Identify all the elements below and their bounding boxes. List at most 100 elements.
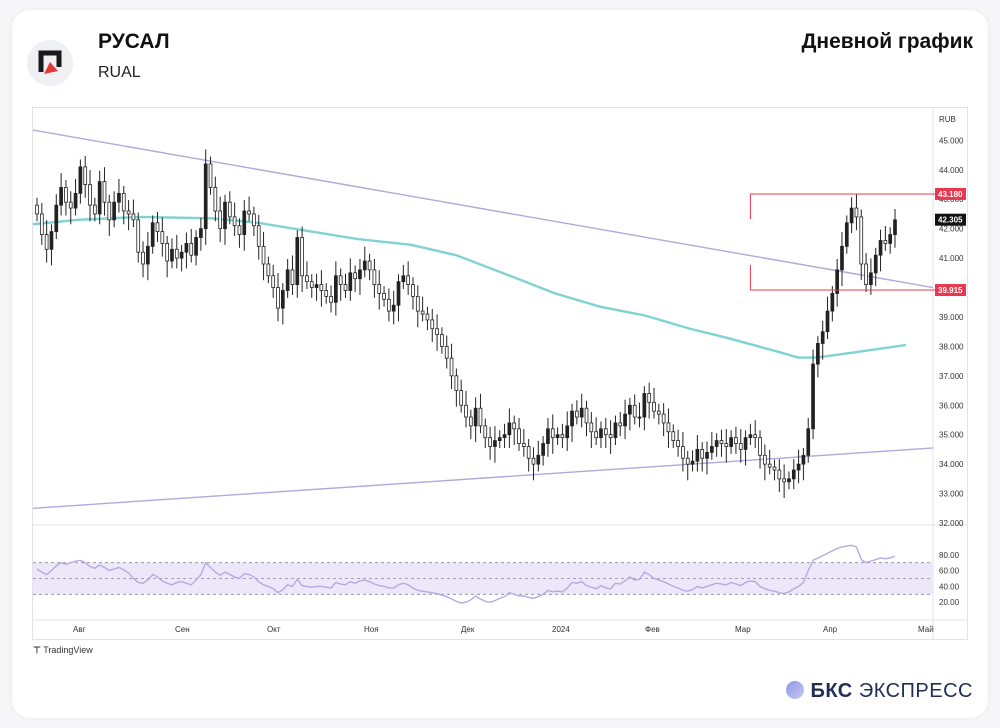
candle-body: [155, 222, 160, 233]
candle: [618, 412, 623, 437]
candle-body: [801, 454, 806, 465]
candle-body: [791, 469, 796, 480]
candle: [362, 246, 367, 278]
candle-body: [290, 269, 295, 285]
candle: [54, 194, 59, 239]
candle: [700, 442, 705, 472]
candle: [266, 256, 271, 284]
candle-body: [835, 269, 840, 294]
candle: [449, 343, 454, 390]
candle: [671, 424, 676, 448]
candle: [430, 309, 435, 342]
candle-body: [719, 440, 724, 444]
candle-body: [849, 207, 854, 224]
candle: [869, 258, 873, 295]
candle: [840, 231, 844, 287]
candle-body: [787, 478, 791, 483]
candle-body: [430, 319, 435, 330]
candle: [199, 217, 203, 251]
candle-body: [613, 422, 618, 439]
candle-body: [372, 269, 377, 285]
candle: [844, 215, 849, 254]
range-label-bg: [935, 187, 966, 200]
candle: [464, 390, 468, 428]
rsi-tick-label: 80.00: [939, 551, 960, 560]
candle-body: [473, 407, 478, 427]
candle-body: [59, 187, 63, 206]
candle: [695, 434, 700, 472]
time-axis-label: 2024: [552, 625, 570, 634]
price-tick-label: 45.000: [939, 136, 964, 145]
candle-body: [526, 446, 531, 459]
candle-body: [343, 284, 348, 291]
candle: [150, 215, 155, 254]
candle-body: [488, 437, 492, 447]
candle: [796, 449, 801, 484]
price-chart[interactable]: RUB45.00044.00043.00042.00041.00040.0003…: [33, 108, 967, 639]
candle-body: [893, 219, 897, 235]
candle: [232, 202, 237, 237]
time-axis-label: Дек: [461, 625, 475, 634]
candle-body: [227, 201, 232, 218]
candle-body: [420, 310, 425, 315]
price-tick-label: 38.000: [939, 342, 964, 351]
candle: [849, 197, 854, 234]
price-tick-label: 32.000: [939, 519, 964, 528]
candle: [541, 436, 545, 466]
candle-body: [589, 422, 594, 433]
candle: [526, 439, 531, 472]
candle-body: [449, 357, 454, 377]
ticker-name: РУСАЛ: [98, 30, 170, 53]
candle-body: [319, 284, 324, 291]
candle: [285, 258, 290, 298]
candle: [305, 261, 309, 290]
candle: [218, 196, 223, 242]
candle: [521, 429, 526, 457]
candle: [309, 274, 314, 298]
candle-body: [280, 290, 285, 309]
price-tick-label: 36.000: [939, 401, 964, 410]
time-axis-label: Авг: [73, 625, 86, 634]
candle: [468, 409, 473, 440]
candle: [801, 447, 806, 481]
price-tick-label: 44.000: [939, 166, 964, 175]
candle: [748, 423, 753, 446]
candle-body: [54, 204, 59, 233]
candle-body: [39, 213, 44, 235]
candle: [170, 238, 174, 269]
candle: [709, 432, 714, 460]
candle-body: [329, 295, 333, 303]
candle: [652, 387, 656, 419]
candle: [454, 368, 459, 407]
candle-body: [348, 272, 353, 291]
candle-body: [541, 443, 545, 456]
candle: [353, 265, 357, 292]
candle: [136, 212, 141, 263]
candle-body: [102, 181, 107, 203]
candle: [126, 200, 131, 231]
candle: [763, 444, 767, 481]
candle-body: [579, 407, 584, 418]
candle: [78, 159, 83, 204]
candle: [782, 464, 786, 498]
candle-body: [840, 245, 844, 271]
range-high-label: 43.180: [935, 187, 966, 200]
candle-body: [165, 242, 169, 262]
candle-body: [888, 234, 893, 244]
candle: [632, 394, 637, 425]
candle-body: [714, 440, 719, 447]
candle-body: [203, 163, 208, 230]
candle-body: [136, 219, 141, 253]
candle-body: [468, 416, 473, 427]
candle-body: [497, 437, 502, 441]
candle-body: [391, 304, 396, 312]
candle-body: [324, 290, 329, 297]
candle: [174, 234, 179, 269]
candle: [338, 268, 343, 301]
candle-body: [334, 275, 338, 303]
candle-body: [266, 263, 271, 277]
candle-body: [92, 204, 97, 215]
candle: [705, 441, 709, 475]
candle: [719, 429, 724, 457]
candle: [854, 193, 859, 231]
